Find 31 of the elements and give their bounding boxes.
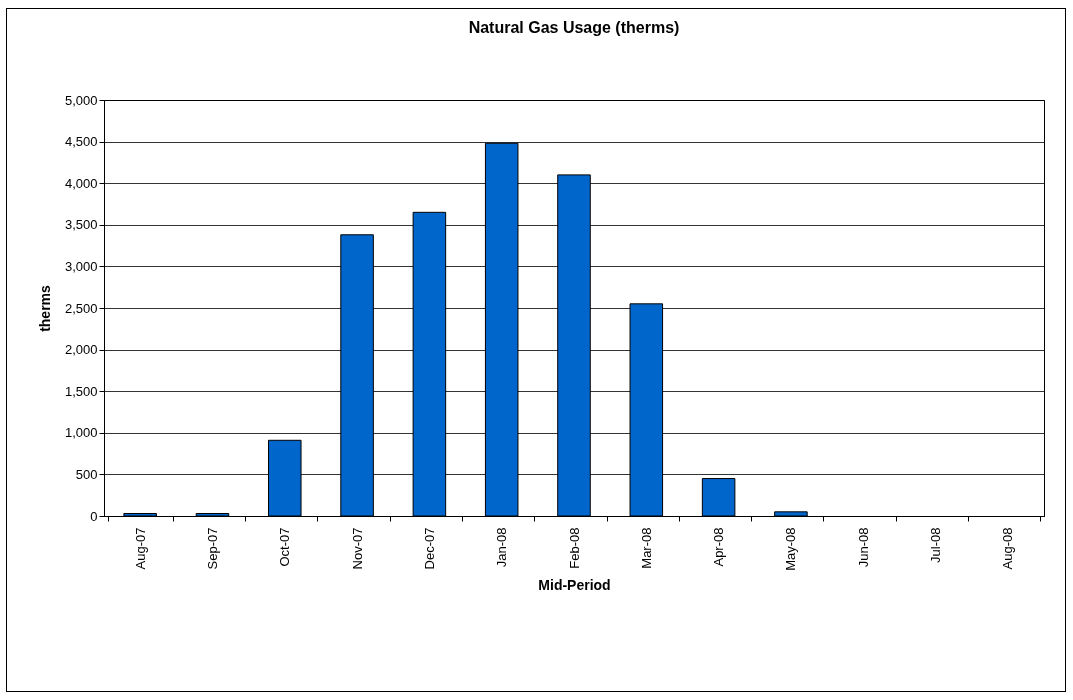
y-tick-label: 4,000 (64, 175, 98, 191)
y-axis-title: therms (36, 284, 53, 332)
x-axis-title: Mid-Period (538, 576, 611, 593)
y-tick-label: 5,000 (64, 92, 98, 108)
bar (195, 513, 230, 517)
x-tick-label: Apr-08 (711, 527, 727, 567)
x-tick-label: Feb-08 (566, 527, 582, 569)
y-tick-label: 2,000 (64, 342, 98, 358)
y-tick-label: 1,500 (64, 383, 98, 399)
y-tick-label: 0 (90, 508, 98, 524)
x-tick-label: Nov-07 (349, 527, 365, 570)
y-tick-label: 3,500 (64, 217, 98, 233)
y-tick-label: 2,500 (64, 300, 98, 316)
x-tick-label: Sep-07 (204, 527, 220, 570)
x-tick-label: Mar-08 (638, 527, 654, 569)
y-tick-label: 1,000 (64, 425, 98, 441)
y-tick-label: 4,500 (64, 134, 98, 150)
x-tick-label: Jan-08 (494, 527, 510, 568)
y-tick-label: 500 (75, 466, 98, 482)
x-tick-label: Dec-07 (421, 527, 437, 570)
x-tick-label: Jun-08 (855, 527, 871, 568)
chart-title: Natural Gas Usage (therms) (468, 19, 680, 36)
x-tick-label: May-08 (783, 527, 799, 571)
bar (123, 513, 157, 517)
x-tick-label: Aug-08 (1000, 527, 1016, 570)
x-tick-label: Oct-07 (277, 527, 293, 567)
bar (774, 511, 808, 517)
bar (701, 478, 736, 517)
y-tick-label: 3,000 (64, 258, 98, 274)
x-tick-label: Jul-08 (928, 527, 944, 563)
x-tick-label: Aug-07 (132, 527, 148, 570)
